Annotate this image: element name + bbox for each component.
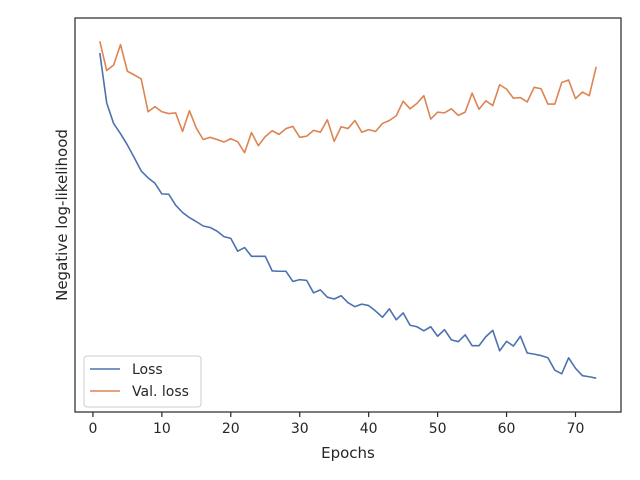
x-ticks: 0 10 20 30 40 50 60 70: [88, 412, 584, 437]
x-tick-label: 0: [88, 421, 97, 437]
x-tick-label: 30: [291, 421, 309, 437]
x-tick-label: 70: [567, 421, 585, 437]
y-axis-label: Negative log-likelihood: [53, 129, 71, 301]
series-line-loss: [99, 52, 597, 379]
series-layer: [99, 41, 597, 379]
x-tick-label: 50: [429, 421, 447, 437]
x-tick-label: 40: [360, 421, 378, 437]
x-tick-label: 20: [222, 421, 240, 437]
x-tick-label: 10: [153, 421, 171, 437]
series-line-val-loss: [99, 41, 597, 154]
legend: Loss Val. loss: [83, 355, 202, 408]
legend-label-val-loss: Val. loss: [132, 384, 189, 400]
plot-frame: [74, 17, 622, 413]
x-tick-label: 60: [498, 421, 516, 437]
legend-label-loss: Loss: [132, 362, 163, 378]
x-axis-label: Epochs: [321, 444, 375, 462]
